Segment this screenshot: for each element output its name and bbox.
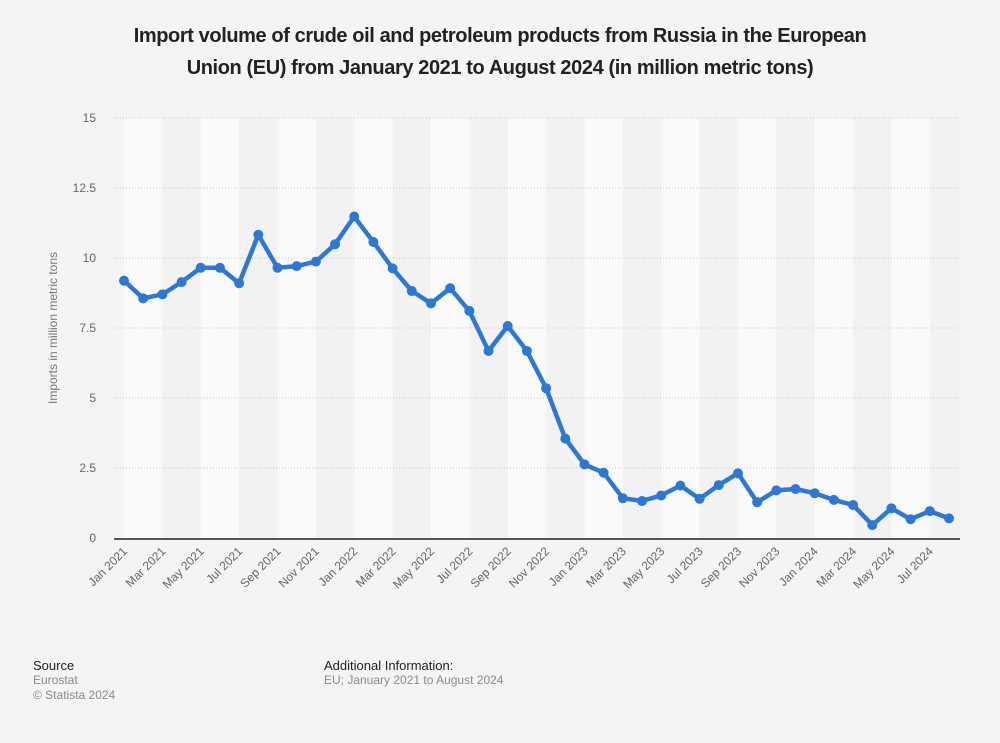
y-tick-label: 5 — [89, 391, 96, 405]
y-tick-label: 7.5 — [79, 321, 96, 335]
chart-title-line-2: Union (EU) from January 2021 to August 2… — [186, 57, 814, 79]
data-point[interactable]: Aug 2021: 10.83 — [253, 229, 264, 240]
data-point[interactable]: Oct 2023: 1.28 — [752, 497, 763, 508]
data-point[interactable]: Mar 2023: 1.42 — [617, 493, 628, 504]
data-point[interactable]: Feb 2021: 8.56 — [138, 293, 149, 304]
data-point[interactable]: Oct 2021: 9.71 — [291, 261, 302, 272]
data-point[interactable]: May 2021: 9.65 — [195, 262, 206, 273]
data-point[interactable]: Jan 2022: 11.48 — [349, 211, 360, 222]
background-band — [737, 118, 777, 538]
data-point[interactable]: Nov 2022: 5.35 — [541, 383, 552, 394]
data-point[interactable]: Nov 2021: 9.87 — [310, 256, 321, 267]
y-tick-label: 0 — [89, 531, 96, 545]
data-points: Jan 2021: 9.19 Feb 2021: 8.56 Mar 2021: 8.… — [119, 211, 954, 531]
source-block: Source Eurostat © Statista 2024 — [33, 658, 115, 703]
data-point[interactable]: Jul 2021: 9.1 — [234, 278, 245, 289]
x-tick-label: Nov 2022 — [506, 544, 552, 590]
data-point[interactable]: May 2023: 1.52 — [656, 490, 667, 501]
background-band — [546, 118, 585, 538]
chart-title-line-1: Import volume of crude oil and petroleum… — [133, 25, 867, 47]
data-point[interactable]: Jun 2024: 0.67 — [905, 514, 916, 525]
x-tick-label: May 2024 — [850, 544, 897, 591]
data-point[interactable]: Jan 2021: 9.19 — [119, 275, 129, 286]
data-point[interactable]: Mar 2022: 9.63 — [387, 263, 398, 274]
data-point[interactable]: Aug 2022: 6.68 — [483, 345, 494, 356]
data-point[interactable]: Aug 2024: 0.7 — [944, 513, 954, 524]
data-point[interactable]: Nov 2023: 1.7 — [771, 485, 782, 496]
background-band — [124, 118, 163, 538]
data-point[interactable]: Feb 2024: 1.36 — [828, 494, 839, 505]
data-point[interactable]: Apr 2024: 0.46 — [867, 520, 878, 531]
data-point[interactable]: May 2024: 1.06 — [886, 503, 897, 514]
y-axis-ticks: 0 2.5 5 7.5 10 12.5 15 — [73, 111, 97, 545]
data-point[interactable]: Feb 2023: 2.33 — [598, 467, 609, 478]
source-heading: Source — [33, 658, 75, 673]
data-point[interactable]: Apr 2023: 1.32 — [637, 496, 648, 507]
data-point[interactable]: Jan 2023: 2.63 — [579, 459, 590, 470]
x-tick-label: Sep 2021 — [237, 544, 283, 590]
data-point[interactable]: Sep 2022: 7.57 — [502, 321, 513, 332]
data-point[interactable]: Aug 2023: 1.89 — [713, 480, 724, 491]
x-tick-label: Sep 2022 — [468, 544, 514, 590]
x-tick-label: Jul 2024 — [894, 544, 936, 586]
y-tick-label: 2.5 — [79, 461, 96, 475]
data-point[interactable]: Sep 2021: 9.65 — [272, 262, 283, 273]
y-axis-label: Imports in million metric tons — [46, 252, 60, 404]
data-point[interactable]: Mar 2024: 1.18 — [848, 499, 859, 510]
source-name[interactable]: Eurostat — [33, 673, 78, 687]
data-point[interactable]: Jul 2022: 8.11 — [464, 305, 475, 316]
x-tick-label: May 2023 — [620, 544, 667, 591]
background-band — [354, 118, 393, 538]
additional-info-heading: Additional Information: — [324, 658, 454, 673]
data-point[interactable]: Apr 2021: 9.14 — [176, 277, 187, 288]
x-tick-label: May 2022 — [390, 544, 437, 591]
data-point[interactable]: Jun 2021: 9.65 — [214, 262, 225, 273]
data-point[interactable]: Jun 2022: 8.92 — [445, 283, 456, 294]
data-point[interactable]: Jun 2023: 1.87 — [675, 480, 686, 491]
data-point[interactable]: Apr 2022: 8.82 — [406, 286, 417, 297]
data-point[interactable]: Mar 2021: 8.7 — [157, 289, 168, 300]
x-tick-label: Nov 2023 — [736, 544, 782, 590]
data-point[interactable]: Oct 2022: 6.68 — [521, 345, 532, 356]
background-band — [507, 118, 547, 538]
data-point[interactable]: Sep 2023: 2.31 — [732, 468, 743, 479]
background-band — [929, 118, 960, 538]
data-point[interactable]: Jan 2024: 1.6 — [809, 488, 820, 499]
background-band — [277, 118, 316, 538]
data-point[interactable]: Dec 2022: 3.55 — [560, 433, 571, 444]
additional-info-text: EU; January 2021 to August 2024 — [324, 673, 504, 687]
additional-info-block: Additional Information: EU; January 2021… — [324, 658, 503, 688]
x-tick-label: May 2021 — [160, 544, 207, 591]
data-point[interactable]: Dec 2023: 1.75 — [790, 484, 801, 494]
data-point[interactable]: Jul 2024: 0.96 — [924, 506, 935, 517]
copyright: © Statista 2024 — [33, 688, 116, 702]
y-tick-label: 12.5 — [73, 181, 97, 195]
data-point[interactable]: Dec 2021: 10.49 — [330, 239, 341, 250]
y-tick-label: 10 — [83, 251, 97, 265]
y-tick-label: 15 — [83, 111, 97, 125]
chart-title: Import volume of crude oil and petroleum… — [0, 20, 1000, 84]
data-point[interactable]: Feb 2022: 10.57 — [368, 237, 379, 248]
x-tick-label: Sep 2023 — [698, 544, 744, 590]
background-band — [315, 118, 355, 538]
background-band — [814, 118, 854, 538]
data-point[interactable]: May 2022: 8.38 — [425, 298, 436, 309]
x-tick-label: Nov 2021 — [276, 544, 322, 590]
gridlines — [114, 117, 960, 469]
data-point[interactable]: Jul 2023: 1.4 — [694, 493, 705, 504]
